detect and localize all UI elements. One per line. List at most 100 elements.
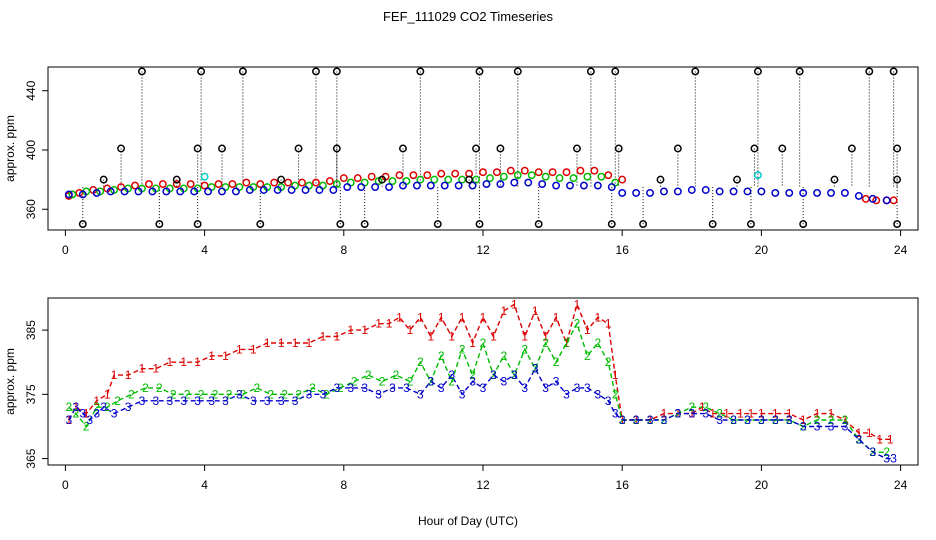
panel2-series-3-marker: 3 bbox=[647, 413, 654, 427]
panel1-series-3-point bbox=[357, 183, 366, 191]
panel2-series-1-marker: 1 bbox=[521, 330, 528, 344]
panel2-series-1-marker: 1 bbox=[236, 342, 243, 356]
panel2-series-3-marker: 3 bbox=[800, 419, 807, 433]
panel2-series-2-marker: 2 bbox=[393, 368, 400, 382]
panel1-series-3-point bbox=[468, 181, 477, 190]
panel1-series-1-point bbox=[548, 168, 557, 177]
panel2-series-3-marker: 3 bbox=[532, 362, 539, 376]
panel2-series-2-marker: 2 bbox=[351, 375, 358, 389]
panel1-series-outliers-point bbox=[433, 220, 442, 229]
panel1-series-outliers-point bbox=[673, 144, 682, 153]
panel1-series-2-point bbox=[416, 175, 425, 184]
panel2-series-1-marker: 1 bbox=[737, 407, 744, 421]
panel2-series-2-marker: 2 bbox=[480, 336, 487, 350]
panel2-series-3-marker: 3 bbox=[459, 387, 466, 401]
panel1-series-outliers-point bbox=[750, 144, 759, 153]
panel1-series-1-point bbox=[200, 181, 209, 190]
panel1-series-1-point bbox=[298, 178, 306, 187]
panel2-series-2-marker: 2 bbox=[104, 400, 111, 414]
panel1-series-3-point bbox=[259, 186, 268, 194]
panel1-series-outliers-point bbox=[332, 144, 341, 153]
panel1-series-3-point bbox=[301, 186, 310, 194]
panel1-series-3-point bbox=[813, 189, 822, 197]
panel2-series-3-marker: 3 bbox=[553, 375, 560, 389]
panel2-series-2-marker: 2 bbox=[417, 355, 424, 369]
panel1-series-outliers-point bbox=[475, 220, 484, 229]
panel2-series-3-marker: 3 bbox=[612, 407, 619, 421]
panel1-series-3-point bbox=[343, 183, 352, 191]
panel1-series-1-point bbox=[520, 166, 529, 175]
panel2-series-1-marker: 1 bbox=[264, 336, 271, 350]
panel2-series-1-marker: 1 bbox=[542, 330, 549, 344]
panel2-series-2-marker: 2 bbox=[532, 362, 539, 376]
panel2-series-1-marker: 1 bbox=[480, 310, 487, 324]
panel1-series-3-point bbox=[120, 187, 129, 196]
panel2-series-3-marker: 3 bbox=[744, 413, 751, 427]
panel2-series-2-marker: 2 bbox=[828, 413, 835, 427]
panel2-series-2-marker: 2 bbox=[716, 407, 723, 421]
panel1-series-1-point bbox=[479, 168, 487, 177]
panel1-series-3-point bbox=[204, 187, 213, 196]
panel2-series-2-marker: 2 bbox=[842, 413, 849, 427]
panel2-series-1-marker: 1 bbox=[469, 336, 476, 350]
panel1-series-3-point bbox=[579, 181, 588, 190]
panel2-series-1-marker: 1 bbox=[333, 330, 340, 344]
panel1-series-1-point bbox=[284, 178, 293, 187]
panel1-series-outliers-point bbox=[893, 220, 902, 229]
panel1-series-3-point bbox=[287, 186, 296, 194]
panel1-series-outliers-point bbox=[472, 144, 480, 153]
panel1-series-outliers-point bbox=[360, 220, 369, 229]
panel1-series-3-point bbox=[496, 180, 505, 189]
panel2-series-1-marker: 1 bbox=[490, 330, 497, 344]
panel1-series-outliers-point bbox=[256, 220, 265, 229]
panel1-series-outliers-point bbox=[889, 67, 898, 76]
panel2-series-1-marker: 1 bbox=[511, 297, 518, 311]
panel2-series-3-marker: 3 bbox=[563, 387, 570, 401]
panel2-series-1-marker: 1 bbox=[633, 413, 640, 427]
panel1-series-outliers-point bbox=[611, 67, 620, 76]
panel2-series-1-marker: 1 bbox=[448, 330, 455, 344]
panel2-series-3-marker: 3 bbox=[594, 387, 601, 401]
panel2-series-2-marker: 2 bbox=[66, 400, 73, 414]
panel1-series-2-point bbox=[486, 174, 494, 183]
panel1-series-3-point bbox=[371, 183, 380, 191]
panel2-series-3-marker: 3 bbox=[688, 407, 695, 421]
panel1-series-3-point bbox=[162, 187, 171, 196]
panel1-series-cyan-point bbox=[753, 171, 762, 180]
panel1-series-outliers-point bbox=[399, 144, 407, 153]
panel2-series-1-marker: 1 bbox=[222, 349, 229, 363]
panel1-series-outliers-point bbox=[753, 67, 762, 76]
panel2-series-3-marker: 3 bbox=[869, 445, 876, 459]
panel1-series-outliers-point bbox=[865, 67, 874, 76]
panel2-series-2-marker: 2 bbox=[633, 413, 640, 427]
panel1-series-3-point bbox=[827, 189, 835, 197]
panel1-series-outliers-point bbox=[893, 175, 902, 184]
panel1-series-1-point bbox=[395, 171, 404, 180]
panel1-series-outliers-point bbox=[465, 175, 474, 184]
panel2-series-2-marker: 2 bbox=[855, 432, 862, 446]
panel1-series-outliers-point bbox=[155, 220, 164, 229]
panel1-series-outliers-point bbox=[117, 144, 126, 153]
panel1-series-cyan-point bbox=[200, 172, 209, 181]
panel2-series-2-marker: 2 bbox=[427, 375, 434, 389]
panel2-series-3-marker: 3 bbox=[389, 381, 396, 395]
panel1-series-outliers-point bbox=[336, 220, 345, 229]
panel2-series-1-marker: 1 bbox=[386, 317, 393, 331]
panel1-series-3-point bbox=[218, 187, 226, 196]
panel2-series-1-marker: 1 bbox=[866, 426, 873, 440]
panel2-series-2-marker: 2 bbox=[156, 381, 163, 395]
panel2-series-2-marker: 2 bbox=[619, 413, 626, 427]
panel2-series-3-marker: 3 bbox=[333, 381, 340, 395]
panel2-series-3-marker: 3 bbox=[786, 413, 793, 427]
panel2-series-2-marker: 2 bbox=[438, 349, 445, 363]
panel2-series-3-marker: 3 bbox=[855, 432, 862, 446]
panel2-series-3-marker: 3 bbox=[702, 407, 709, 421]
panel2-series-2-marker: 2 bbox=[253, 381, 260, 395]
panel2-series-3-line bbox=[68, 367, 894, 460]
panel2-series-2-marker: 2 bbox=[490, 368, 497, 382]
panel1-series-1-point bbox=[172, 180, 181, 189]
panel2-y-tick-label: 385 bbox=[24, 320, 38, 340]
panel2-series-1-marker: 1 bbox=[375, 317, 382, 331]
panel2-series-3-marker: 3 bbox=[883, 452, 890, 466]
panel1-series-3-point bbox=[385, 183, 393, 191]
